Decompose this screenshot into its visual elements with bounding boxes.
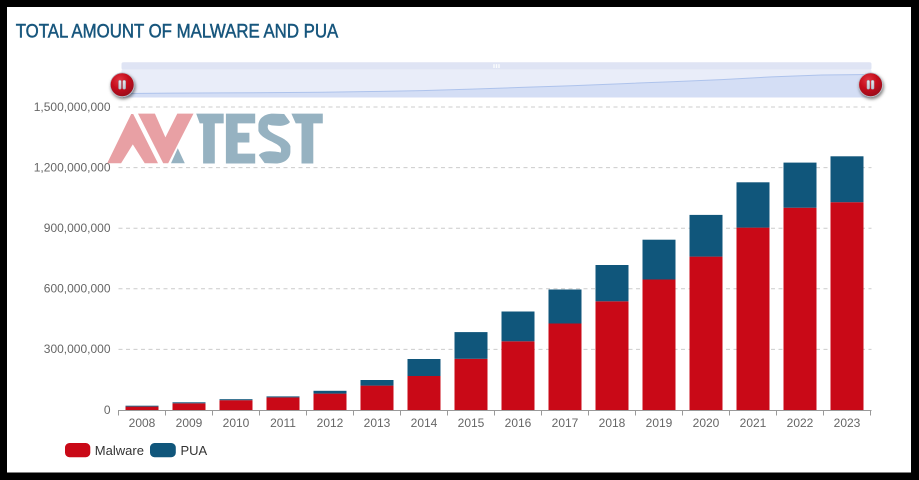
svg-text:2022: 2022	[787, 416, 814, 430]
svg-text:2010: 2010	[223, 416, 250, 430]
svg-text:600,000,000: 600,000,000	[44, 282, 111, 296]
svg-text:900,000,000: 900,000,000	[44, 221, 111, 235]
svg-text:TOTAL AMOUNT OF MALWARE AND PU: TOTAL AMOUNT OF MALWARE AND PUA	[16, 22, 339, 43]
svg-text:2016: 2016	[505, 416, 532, 430]
svg-text:2015: 2015	[458, 416, 485, 430]
svg-text:PUA: PUA	[181, 443, 208, 458]
svg-text:2011: 2011	[270, 416, 296, 430]
svg-text:Malware: Malware	[95, 443, 144, 458]
svg-text:2012: 2012	[317, 416, 344, 430]
svg-text:2021: 2021	[740, 416, 767, 430]
svg-text:2014: 2014	[411, 416, 438, 430]
svg-text:2019: 2019	[646, 416, 673, 430]
svg-text:2013: 2013	[364, 416, 391, 430]
svg-text:2023: 2023	[834, 416, 861, 430]
svg-text:2009: 2009	[176, 416, 203, 430]
svg-text:1,200,000,000: 1,200,000,000	[34, 160, 111, 174]
svg-text:2018: 2018	[599, 416, 626, 430]
svg-text:300,000,000: 300,000,000	[44, 342, 111, 356]
svg-text:1,500,000,000: 1,500,000,000	[34, 100, 111, 114]
svg-text:2017: 2017	[552, 416, 579, 430]
svg-text:2020: 2020	[693, 416, 720, 430]
svg-text:0: 0	[104, 403, 111, 417]
svg-text:2008: 2008	[129, 416, 156, 430]
